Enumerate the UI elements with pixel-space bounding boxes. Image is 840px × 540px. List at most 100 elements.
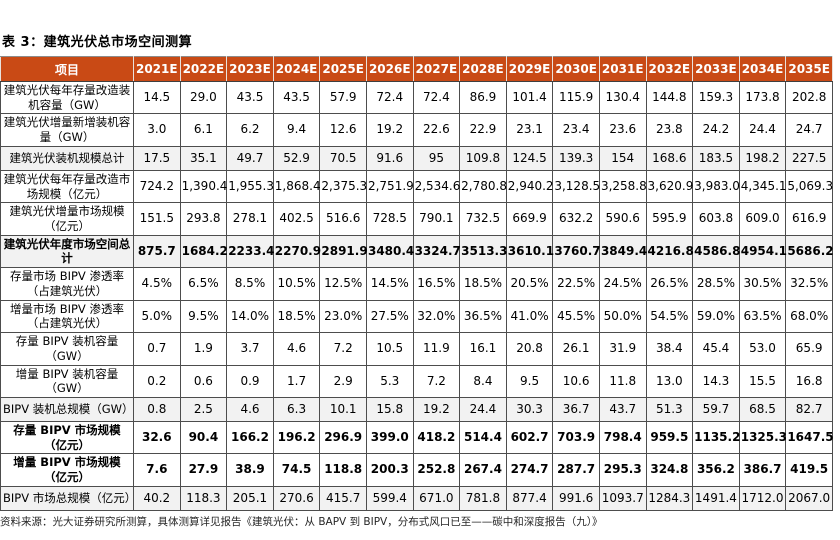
table-cell: 3,983.0 — [692, 169, 740, 204]
table-row: 建筑光伏装机规模总计 17.5 35.1 49.7 52.9 70.5 91.6 95 109.… — [0, 145, 833, 171]
table-cell: 16.1 — [459, 332, 507, 366]
table-cell: 2270.9 — [272, 234, 321, 269]
table-cell: 671.0 — [412, 485, 461, 511]
table-cell: 790.1 — [412, 202, 461, 236]
table-cell: 20.5% — [505, 267, 554, 301]
table-cell: 6.5% — [179, 267, 228, 301]
table-cell: 278.1 — [226, 202, 274, 236]
table-cell: 130.4 — [598, 80, 647, 115]
table-cell: 732.5 — [459, 202, 507, 236]
table-cell: 22.9 — [459, 113, 507, 147]
table-cell: 11.8 — [598, 364, 647, 398]
table-cell: 24.7 — [785, 113, 833, 147]
table-cell: 5686.2 — [785, 234, 834, 269]
table-cell: 32.0% — [412, 299, 461, 334]
table-row: BIPV 装机总规模（GW） 0.8 2.5 4.6 6.3 10.1 15.8 19.2 24… — [0, 396, 833, 422]
table-cell: 386.7 — [738, 453, 787, 487]
table-cell: 1135.2 — [692, 420, 740, 455]
table-cell: 514.4 — [459, 420, 507, 455]
table-cell: 2,375.3 — [319, 169, 367, 204]
table-cell: 15.5 — [738, 364, 787, 398]
column-header: 2035E — [785, 56, 833, 82]
table-cell: 7.6 — [133, 453, 181, 487]
table-cell: 23.1 — [505, 113, 554, 147]
column-header: 2034E — [738, 56, 787, 82]
table-cell: 68.5 — [738, 396, 787, 422]
table-cell: 3610.1 — [505, 234, 554, 269]
table-cell: 6.2 — [226, 113, 274, 147]
header-row: 项目 2021E 2022E 2023E 2024E 2025E 2026E 2027E 202… — [0, 56, 833, 82]
column-header: 项目 — [0, 56, 134, 82]
table-cell: 875.7 — [133, 234, 181, 269]
table-cell: 18.5% — [459, 267, 507, 301]
table-cell: 267.4 — [459, 453, 507, 487]
table-cell: 296.9 — [319, 420, 367, 455]
table-cell: 27.9 — [179, 453, 228, 487]
table-row: BIPV 市场总规模（亿元） 40.2 118.3 205.1 270.6 415.7 59… — [0, 485, 833, 511]
column-header: 2022E — [179, 56, 228, 82]
table-cell: 24.4 — [459, 396, 507, 422]
table-cell: 703.9 — [552, 420, 600, 455]
table-cell: 590.6 — [598, 202, 647, 236]
table-cell: 1325.3 — [738, 420, 787, 455]
table-cell: 3849.4 — [598, 234, 647, 269]
table-cell: 415.7 — [319, 485, 367, 511]
table-cell: 2,940.2 — [505, 169, 554, 204]
table-cell: 139.3 — [552, 145, 600, 171]
table-cell: 23.6 — [598, 113, 647, 147]
table-cell: 3,620.9 — [645, 169, 693, 204]
table-cell: 616.9 — [785, 202, 833, 236]
column-header: 2021E — [133, 56, 181, 82]
table-cell: 4586.8 — [692, 234, 740, 269]
table-row: 增量市场 BIPV 渗透率（占建筑光伏） 5.0% 9.5% 14.0% 18.5% 23… — [0, 299, 833, 334]
table-cell: 1647.5 — [785, 420, 834, 455]
table-cell: 10.1 — [319, 396, 367, 422]
table-cell: 31.9 — [598, 332, 647, 366]
row-label: 存量市场 BIPV 渗透率（占建筑光伏） — [0, 267, 134, 301]
row-label: 建筑光伏每年存量改造市场规模（亿元） — [0, 169, 134, 204]
table-cell: 32.6 — [133, 420, 181, 455]
table-row: 存量 BIPV 市场规模（亿元） 32.6 90.4 166.2 196.2 296.9 3… — [0, 420, 834, 455]
table-cell: 45.4 — [692, 332, 740, 366]
table-cell: 16.8 — [785, 364, 833, 398]
column-header: 2027E — [412, 56, 461, 82]
table-cell: 2,751.9 — [365, 169, 414, 204]
table-cell: 599.4 — [365, 485, 414, 511]
table-cell: 168.6 — [645, 145, 694, 171]
table-cell: 14.5 — [133, 80, 181, 115]
table-cell: 959.5 — [645, 420, 694, 455]
source-note: 资料来源：光大证券研究所测算，具体测算详见报告《建筑光伏：从 BAPV 到 BI… — [0, 515, 603, 528]
row-label: 存量 BIPV 市场规模（亿元） — [0, 420, 134, 455]
row-label: 增量市场 BIPV 渗透率（占建筑光伏） — [0, 299, 134, 334]
table-cell: 22.6 — [412, 113, 461, 147]
table-cell: 59.7 — [692, 396, 740, 422]
table-cell: 724.2 — [133, 169, 181, 204]
table-cell: 154 — [598, 145, 647, 171]
table-row: 建筑光伏每年存量改造装机容量（GW） 14.5 29.0 43.5 43.5 57.9 72… — [0, 80, 833, 115]
table-cell: 602.7 — [505, 420, 554, 455]
table-cell: 43.5 — [272, 80, 321, 115]
column-header: 2025E — [319, 56, 367, 82]
table-cell: 95 — [412, 145, 461, 171]
table-cell: 3,128.5 — [552, 169, 600, 204]
table-cell: 30.3 — [505, 396, 554, 422]
table-cell: 13.0 — [645, 364, 694, 398]
table-cell: 26.1 — [552, 332, 600, 366]
table-cell: 5.3 — [365, 364, 414, 398]
table-cell: 10.6 — [552, 364, 600, 398]
table-cell: 109.8 — [459, 145, 507, 171]
table-cell: 23.0% — [319, 299, 367, 334]
table-cell: 36.7 — [552, 396, 600, 422]
table-cell: 118.3 — [179, 485, 228, 511]
table-cell: 59.0% — [692, 299, 740, 334]
table-cell: 4,345.1 — [738, 169, 787, 204]
table-body: 建筑光伏每年存量改造装机容量（GW） 14.5 29.0 43.5 43.5 57.9 72… — [0, 80, 834, 511]
table-cell: 16.5% — [412, 267, 461, 301]
table-cell: 72.4 — [412, 80, 461, 115]
table-cell: 166.2 — [226, 420, 274, 455]
table-cell: 118.8 — [319, 453, 367, 487]
table-cell: 9.5% — [179, 299, 228, 334]
table-cell: 1684.2 — [179, 234, 228, 269]
table-cell: 11.9 — [412, 332, 461, 366]
table-cell: 38.4 — [645, 332, 694, 366]
